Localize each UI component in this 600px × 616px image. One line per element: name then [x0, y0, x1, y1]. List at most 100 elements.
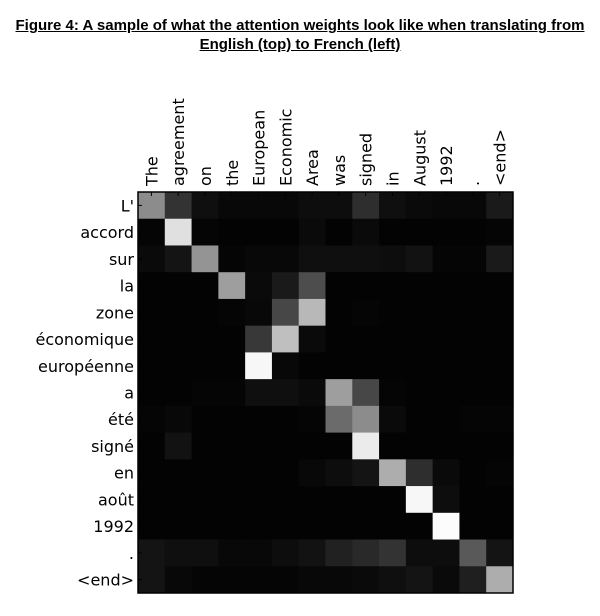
- heatmap-cell: [245, 486, 273, 514]
- heatmap-cell: [298, 245, 326, 273]
- heatmap-cell: [245, 432, 273, 460]
- heatmap-cell: [138, 245, 166, 273]
- heatmap-cell: [298, 325, 326, 353]
- heatmap-cell: [164, 486, 192, 514]
- heatmap-cell: [432, 298, 460, 327]
- heatmap-cell: [218, 325, 246, 353]
- x-tick-label: August: [410, 130, 429, 186]
- heatmap-cell: [164, 192, 192, 220]
- heatmap-cell: [459, 325, 487, 353]
- heatmap-cell: [164, 405, 192, 433]
- heatmap-cell: [405, 298, 434, 327]
- heatmap-cell: [486, 298, 514, 327]
- heatmap-cell: [191, 325, 219, 353]
- heatmap-cell: [405, 539, 434, 567]
- heatmap-cells: [138, 192, 514, 594]
- heatmap-cell: [164, 379, 192, 407]
- x-tick-label: was: [330, 155, 349, 186]
- heatmap-cell: [164, 459, 192, 487]
- heatmap-cell: [325, 405, 353, 433]
- x-tick-label: <end>: [491, 129, 510, 186]
- heatmap-cell: [191, 218, 219, 246]
- heatmap-cell: [245, 325, 273, 353]
- x-tick-label: Area: [303, 149, 322, 186]
- heatmap-cell: [352, 512, 380, 540]
- heatmap-cell: [432, 512, 460, 540]
- heatmap-cell: [459, 218, 487, 246]
- heatmap-cell: [352, 539, 380, 567]
- y-tick-labels: L' accord sur la zone économique européenne a ét…: [35, 196, 134, 589]
- heatmap-cell: [459, 298, 487, 327]
- heatmap-cell: [352, 432, 380, 460]
- heatmap-cell: [191, 459, 219, 487]
- x-tick-label: Economic: [276, 109, 295, 186]
- heatmap-cell: [298, 192, 326, 220]
- heatmap-cell: [298, 512, 326, 540]
- heatmap-cell: [164, 539, 192, 567]
- heatmap-cell: [352, 352, 380, 380]
- heatmap-cell: [405, 245, 434, 273]
- heatmap-cell: [298, 486, 326, 514]
- heatmap-cell: [245, 218, 273, 246]
- heatmap-cell: [298, 539, 326, 567]
- y-tick-label: été: [108, 410, 134, 429]
- y-tick-label: sur: [109, 250, 134, 269]
- heatmap-cell: [405, 486, 434, 514]
- heatmap-cell: [405, 512, 434, 540]
- heatmap-cell: [432, 379, 460, 407]
- heatmap-cell: [271, 405, 300, 433]
- heatmap-cell: [379, 566, 407, 594]
- heatmap-cell: [245, 352, 273, 380]
- heatmap-cell: [298, 352, 326, 380]
- heatmap-cell: [379, 459, 407, 487]
- heatmap-cell: [486, 459, 514, 487]
- heatmap-cell: [352, 566, 380, 594]
- heatmap-cell: [379, 352, 407, 380]
- y-tick-label: européenne: [38, 357, 134, 376]
- heatmap-cell: [432, 566, 460, 594]
- heatmap-cell: [191, 512, 219, 540]
- heatmap-cell: [432, 245, 460, 273]
- heatmap-cell: [405, 192, 434, 220]
- heatmap-cell: [486, 245, 514, 273]
- heatmap-cell: [138, 325, 166, 353]
- heatmap-cell: [298, 298, 326, 327]
- heatmap-cell: [271, 566, 300, 594]
- heatmap-cell: [325, 192, 353, 220]
- x-tick-labels: The agreement on the European Economic Area was…: [142, 98, 509, 187]
- heatmap-cell: [325, 218, 353, 246]
- heatmap-cell: [459, 432, 487, 460]
- heatmap-cell: [191, 298, 219, 327]
- heatmap-cell: [245, 379, 273, 407]
- heatmap-cell: [352, 298, 380, 327]
- heatmap-cell: [218, 218, 246, 246]
- heatmap-cell: [191, 272, 219, 300]
- heatmap-cell: [325, 486, 353, 514]
- heatmap-cell: [379, 192, 407, 220]
- x-tick-label: on: [196, 166, 215, 186]
- heatmap-cell: [218, 459, 246, 487]
- heatmap-cell: [486, 486, 514, 514]
- heatmap-cell: [459, 512, 487, 540]
- heatmap-cell: [138, 512, 166, 540]
- heatmap-cell: [245, 272, 273, 300]
- heatmap-cell: [138, 192, 166, 220]
- heatmap-cell: [298, 218, 326, 246]
- heatmap-cell: [459, 539, 487, 567]
- y-tick-label: .: [129, 544, 134, 563]
- x-tick-label: in: [383, 171, 402, 186]
- heatmap-cell: [405, 459, 434, 487]
- heatmap-cell: [432, 486, 460, 514]
- heatmap-cell: [486, 192, 514, 220]
- heatmap-cell: [379, 218, 407, 246]
- heatmap-cell: [218, 245, 246, 273]
- heatmap-cell: [298, 566, 326, 594]
- heatmap-cell: [432, 325, 460, 353]
- heatmap-cell: [298, 405, 326, 433]
- heatmap-cell: [191, 405, 219, 433]
- heatmap-cell: [379, 325, 407, 353]
- heatmap-cell: [432, 405, 460, 433]
- heatmap-cell: [164, 325, 192, 353]
- caption-line-2: English (top) to French (left): [199, 36, 401, 53]
- heatmap-cell: [191, 245, 219, 273]
